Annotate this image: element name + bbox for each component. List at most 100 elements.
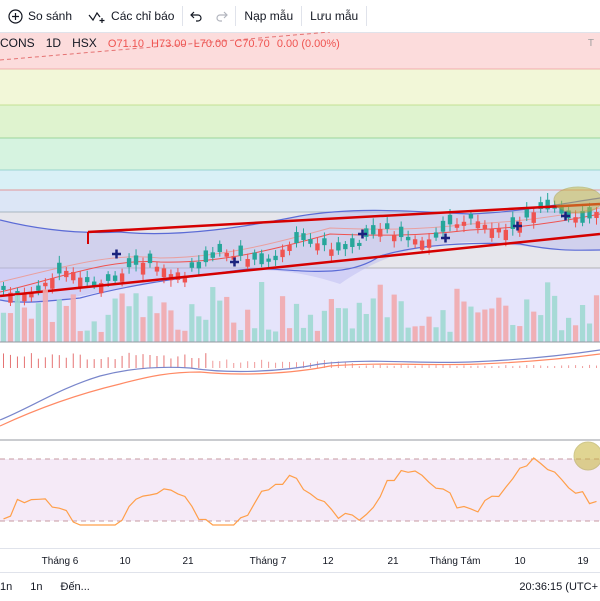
volume-bar: [300, 327, 307, 342]
price-chart[interactable]: [0, 32, 600, 548]
candle: [301, 228, 306, 247]
time-axis[interactable]: Tháng 6 10 21 Tháng 7 12 21 Tháng Tám 10…: [0, 548, 600, 573]
indicators-label: Các chỉ báo: [111, 9, 175, 23]
exchange: HSX: [72, 36, 97, 50]
volume-bar: [419, 325, 425, 342]
fib-dashed-connector: [0, 32, 331, 61]
volume-bar: [517, 326, 523, 342]
candle: [189, 257, 195, 272]
candle: [524, 202, 529, 222]
interval[interactable]: 1D: [45, 36, 62, 50]
corner-mark: T: [587, 38, 594, 49]
candle: [475, 214, 481, 234]
macd-signal-line: [0, 353, 600, 427]
time-axis-label: 21: [182, 556, 194, 567]
volume-bar: [593, 295, 600, 342]
candle: [1, 281, 6, 295]
candle: [238, 240, 243, 262]
volume-bar: [245, 309, 251, 342]
cross-marker-icon: [513, 221, 522, 231]
volume-bar: [468, 306, 474, 342]
redo-button[interactable]: [209, 0, 235, 32]
macd-line: [0, 349, 600, 421]
time-axis-label: Tháng Tám: [429, 556, 481, 567]
candle: [461, 215, 467, 233]
range-button[interactable]: 1n: [30, 581, 43, 593]
volume-bar: [175, 329, 181, 342]
candle: [398, 221, 404, 242]
candle: [496, 223, 502, 238]
candle: [545, 193, 550, 213]
volume-bar: [259, 282, 265, 342]
compare-label: So sánh: [28, 9, 73, 23]
volume-bars: [0, 282, 600, 342]
candle: [29, 286, 34, 302]
save-template-button[interactable]: Lưu mẫu: [302, 0, 366, 32]
time-axis-label: Tháng 6: [41, 556, 79, 567]
volume-bar: [475, 312, 481, 342]
candle: [147, 250, 153, 268]
clock[interactable]: 20:36:15 (UTC+: [519, 581, 598, 593]
candle: [433, 227, 439, 241]
load-template-button[interactable]: Nạp mẫu: [236, 0, 301, 32]
candle: [336, 236, 341, 255]
low-value: L70.00: [193, 38, 228, 50]
candle: [419, 236, 425, 254]
compare-button[interactable]: So sánh: [0, 0, 80, 32]
candles: [1, 193, 599, 307]
volume-bar: [363, 313, 369, 342]
volume-bar: [84, 330, 90, 342]
trendline-lower: [0, 232, 600, 298]
cross-marker-icon: [230, 257, 239, 267]
volume-bar: [579, 305, 586, 342]
rsi-highlight-circle: [573, 441, 600, 471]
volume-bar: [342, 308, 348, 342]
candle: [378, 223, 383, 242]
volume-bar: [196, 316, 202, 342]
candle: [329, 242, 334, 262]
fib-band: [0, 170, 600, 190]
volume-bar: [489, 308, 495, 342]
candle: [391, 231, 397, 248]
indicators-button[interactable]: Các chỉ báo: [80, 0, 182, 32]
volume-bar: [307, 314, 314, 342]
volume-bar: [56, 299, 62, 342]
undo-button[interactable]: [183, 0, 209, 32]
volume-bar: [70, 294, 76, 342]
goto-date-button[interactable]: Đến...: [60, 581, 90, 593]
volume-bar: [231, 322, 237, 342]
volume-bar: [112, 298, 118, 342]
fib-band: [0, 190, 600, 212]
volume-bar: [405, 327, 411, 342]
highlight-ellipse: [553, 186, 600, 214]
toolbar-divider: [235, 6, 237, 26]
cross-marker-icon: [441, 233, 450, 243]
volume-bar: [454, 288, 460, 342]
range-button[interactable]: 1n: [0, 581, 13, 593]
fib-band: [0, 33, 600, 69]
candle: [371, 218, 376, 239]
volume-bar: [321, 310, 328, 342]
volume-bar: [538, 315, 544, 342]
change-value: 0.00 (0.00%): [276, 38, 340, 50]
volume-bar: [426, 316, 432, 342]
high-value: H73.00: [151, 38, 187, 50]
candle: [489, 222, 495, 242]
candle: [357, 239, 362, 250]
volume-bar: [496, 297, 502, 342]
volume-bar: [154, 313, 160, 342]
volume-bar: [440, 310, 446, 342]
volume-bar: [328, 299, 334, 342]
redo-icon: [216, 11, 229, 22]
volume-bar: [28, 318, 34, 342]
candle: [594, 206, 599, 225]
candle: [22, 287, 27, 306]
candle: [224, 249, 229, 262]
time-axis-label: 21: [387, 556, 399, 567]
candle: [315, 237, 320, 255]
time-axis-label: 12: [322, 556, 334, 567]
candle: [64, 267, 69, 282]
symbol-legend: CONS 1D HSX O71.10 H73.00 L70.00 C70.70 …: [0, 36, 340, 50]
symbol-name[interactable]: CONS: [0, 36, 35, 50]
volume-bar: [279, 296, 286, 342]
